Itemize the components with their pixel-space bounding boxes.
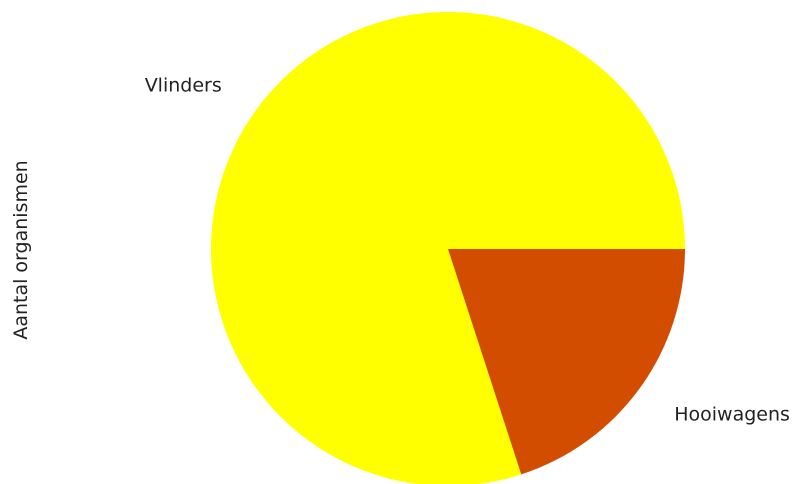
- pie-label-vlinders: Vlinders: [145, 75, 222, 97]
- pie-slices: [211, 12, 685, 484]
- pie-label-hooiwagens: Hooiwagens: [674, 403, 790, 425]
- pie-labels: Vlinders Hooiwagens: [145, 75, 790, 426]
- y-axis-label: Aantal organismen: [10, 160, 32, 339]
- pie-slice-vlinders: [211, 12, 685, 484]
- pie-slice-hooiwagens: [448, 249, 685, 475]
